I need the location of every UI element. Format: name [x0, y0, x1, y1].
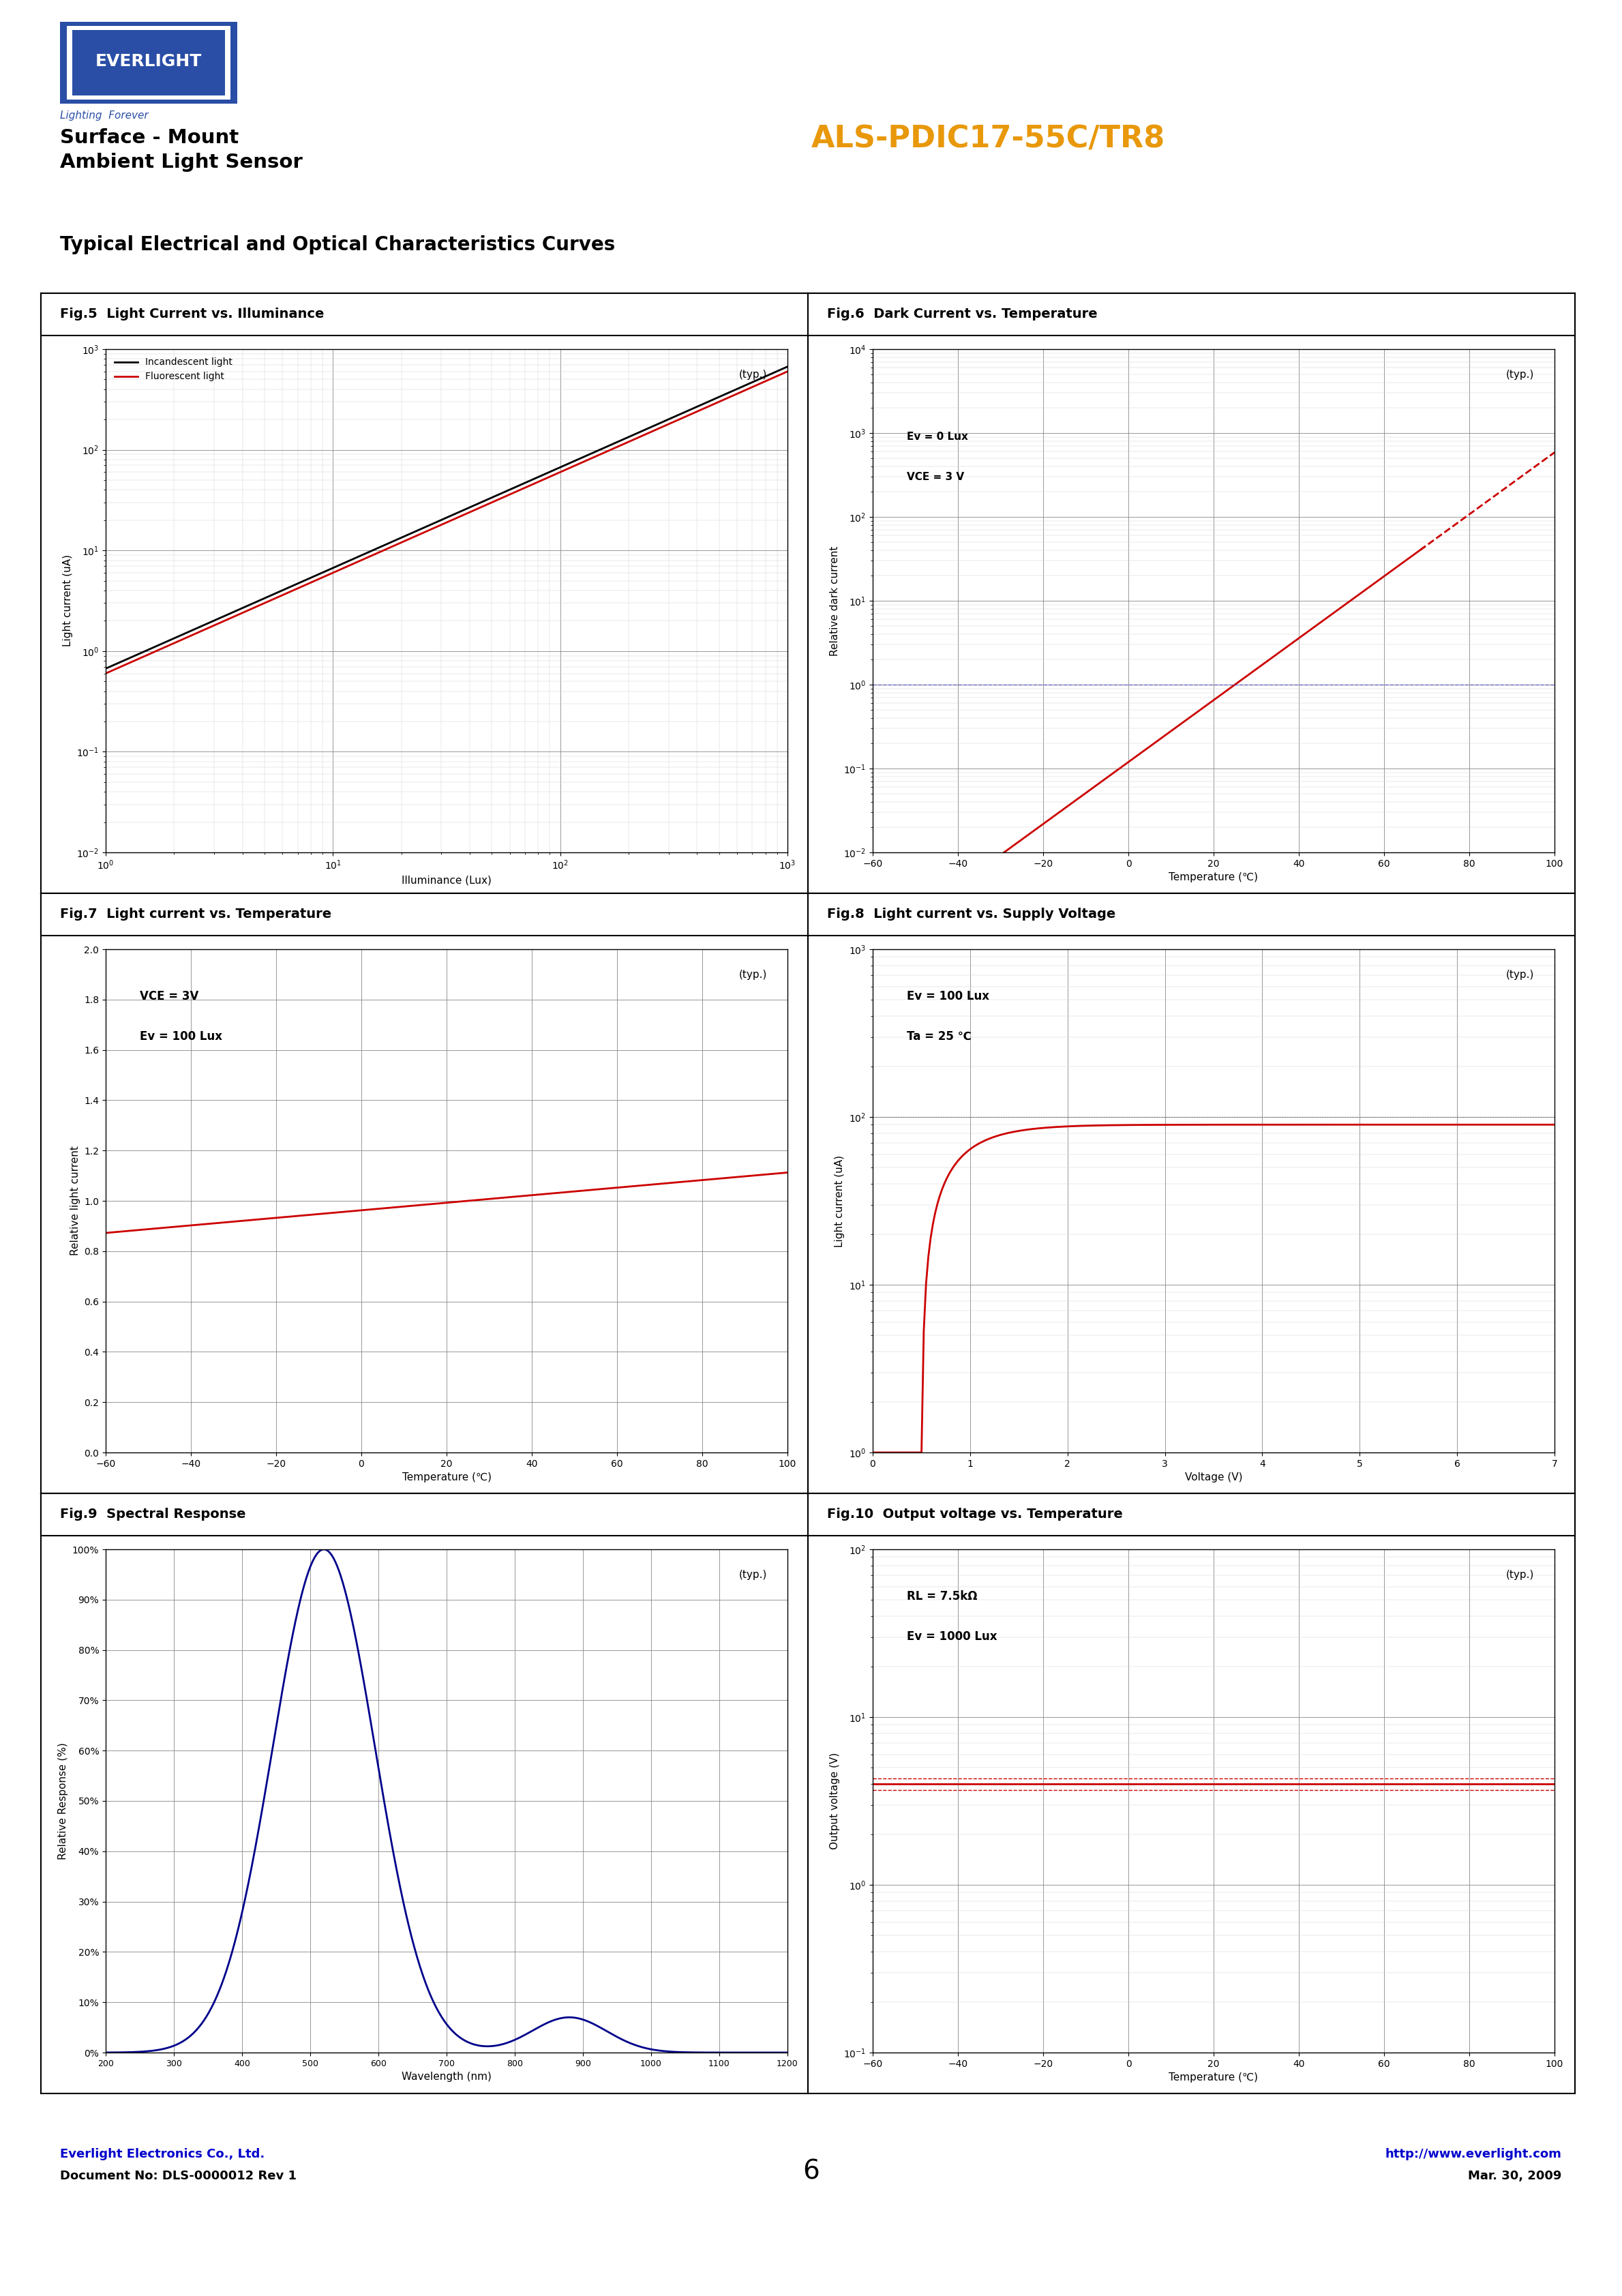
Text: EVERLIGHT: EVERLIGHT: [96, 53, 201, 69]
Text: Typical Electrical and Optical Characteristics Curves: Typical Electrical and Optical Character…: [60, 234, 615, 255]
X-axis label: Voltage (V): Voltage (V): [1184, 1472, 1242, 1483]
Text: Ev = 0 Lux: Ev = 0 Lux: [907, 432, 968, 441]
Text: Mar. 30, 2009: Mar. 30, 2009: [1468, 2170, 1562, 2181]
Text: (typ.): (typ.): [738, 1570, 767, 1580]
Text: VCE = 3V: VCE = 3V: [139, 990, 198, 1003]
Text: Ta = 25 ℃: Ta = 25 ℃: [907, 1031, 972, 1042]
Text: Fig.5  Light Current vs. Illuminance: Fig.5 Light Current vs. Illuminance: [60, 308, 324, 321]
Text: 6: 6: [803, 2158, 819, 2183]
Y-axis label: Light current (uA): Light current (uA): [835, 1155, 845, 1247]
Text: Ev = 100 Lux: Ev = 100 Lux: [907, 990, 989, 1003]
Text: Surface - Mount: Surface - Mount: [60, 129, 238, 147]
Text: (typ.): (typ.): [1505, 1570, 1534, 1580]
Text: (typ.): (typ.): [1505, 969, 1534, 980]
Text: Fig.6  Dark Current vs. Temperature: Fig.6 Dark Current vs. Temperature: [827, 308, 1098, 321]
Text: Ambient Light Sensor: Ambient Light Sensor: [60, 154, 303, 172]
Text: (typ.): (typ.): [738, 370, 767, 379]
Y-axis label: Relative dark current: Relative dark current: [829, 546, 840, 657]
Y-axis label: Relative light current: Relative light current: [70, 1146, 79, 1256]
Text: ALS-PDIC17-55C/TR8: ALS-PDIC17-55C/TR8: [811, 124, 1165, 154]
Text: Fig.9  Spectral Response: Fig.9 Spectral Response: [60, 1508, 247, 1520]
X-axis label: Temperature (℃): Temperature (℃): [402, 1472, 491, 1483]
Text: http://www.everlight.com: http://www.everlight.com: [1385, 2149, 1562, 2161]
X-axis label: Illuminance (Lux): Illuminance (Lux): [402, 875, 491, 886]
X-axis label: Wavelength (nm): Wavelength (nm): [402, 2071, 491, 2082]
Text: VCE = 3 V: VCE = 3 V: [907, 471, 963, 482]
Text: Ev = 100 Lux: Ev = 100 Lux: [139, 1031, 222, 1042]
Text: Fig.8  Light current vs. Supply Voltage: Fig.8 Light current vs. Supply Voltage: [827, 907, 1116, 921]
Text: Document No: DLS-0000012 Rev 1: Document No: DLS-0000012 Rev 1: [60, 2170, 297, 2181]
FancyBboxPatch shape: [73, 30, 225, 96]
X-axis label: Temperature (℃): Temperature (℃): [1169, 2073, 1259, 2082]
Text: Ev = 1000 Lux: Ev = 1000 Lux: [907, 1630, 998, 1642]
Y-axis label: Output voltage (V): Output voltage (V): [829, 1752, 840, 1848]
Y-axis label: Light current (uA): Light current (uA): [62, 556, 73, 647]
Legend: Incandescent light, Fluorescent light: Incandescent light, Fluorescent light: [110, 354, 237, 386]
X-axis label: Temperature (℃): Temperature (℃): [1169, 872, 1259, 882]
Text: Fig.10  Output voltage vs. Temperature: Fig.10 Output voltage vs. Temperature: [827, 1508, 1122, 1520]
Text: (typ.): (typ.): [1505, 370, 1534, 379]
Text: Lighting  Forever: Lighting Forever: [60, 110, 148, 122]
Text: Fig.7  Light current vs. Temperature: Fig.7 Light current vs. Temperature: [60, 907, 331, 921]
Y-axis label: Relative Response (%): Relative Response (%): [58, 1743, 68, 1860]
Text: (typ.): (typ.): [738, 969, 767, 980]
Text: Everlight Electronics Co., Ltd.: Everlight Electronics Co., Ltd.: [60, 2149, 264, 2161]
FancyBboxPatch shape: [67, 25, 230, 99]
FancyBboxPatch shape: [60, 23, 237, 103]
Text: RL = 7.5kΩ: RL = 7.5kΩ: [907, 1591, 978, 1603]
